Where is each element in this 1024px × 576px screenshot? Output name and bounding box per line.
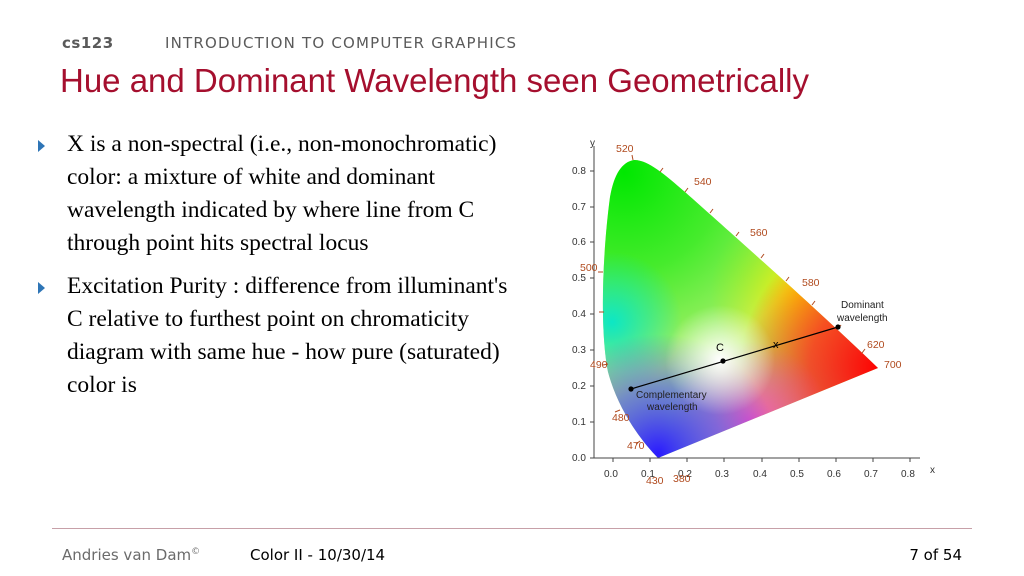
- wavelength-label-620: 620: [867, 339, 885, 351]
- y-axis-label: y: [590, 138, 595, 149]
- complementary-point: [628, 386, 634, 392]
- x-tick-label: 0.7: [864, 469, 878, 480]
- course-title: INTRODUCTION TO COMPUTER GRAPHICS: [165, 34, 518, 52]
- dominant-wavelength-label: wavelength: [836, 313, 888, 324]
- y-tick-label: 0.5: [572, 273, 586, 284]
- y-tick-label: 0.7: [572, 202, 586, 213]
- y-tick-label: 0.6: [572, 237, 586, 248]
- x-tick-label: 0.1: [641, 469, 655, 480]
- footer-divider: [52, 528, 972, 529]
- y-tick-label: 0.0: [572, 453, 586, 464]
- axis-ticks: [590, 170, 911, 462]
- wavelength-label-580: 580: [802, 277, 820, 289]
- bullet-text: X is a non-spectral (i.e., non-monochrom…: [67, 131, 497, 256]
- copyright-mark: ©: [191, 547, 201, 557]
- x-tick-label: 0.5: [790, 469, 804, 480]
- course-code: cs123: [62, 34, 114, 52]
- x-tick-label: 0.8: [901, 469, 915, 480]
- footer-lecture: Color II - 10/30/14: [250, 546, 386, 564]
- y-tick-label: 0.4: [572, 309, 586, 320]
- x-tick-label: 0.6: [827, 469, 841, 480]
- y-tick-label: 0.3: [572, 345, 586, 356]
- wavelength-label-490: 490: [590, 359, 608, 371]
- author-name: Andries van Dam: [62, 546, 192, 564]
- illuminant-c-point: [720, 358, 726, 364]
- slide-title: Hue and Dominant Wavelength seen Geometr…: [60, 62, 809, 99]
- bullet-text: Excitation Purity : difference from illu…: [67, 273, 508, 398]
- wavelength-label-470: 470: [627, 440, 645, 452]
- y-tick-label: 0.8: [572, 166, 586, 177]
- illuminant-c-label: C: [716, 342, 724, 354]
- point-x-label: x: [773, 339, 779, 351]
- footer-author: Andries van Dam©: [62, 546, 200, 564]
- dominant-wavelength-label: Dominant: [841, 300, 884, 311]
- y-tick-label: 0.1: [572, 417, 586, 428]
- x-tick-label: 0.4: [753, 469, 767, 480]
- wavelength-label-520: 520: [616, 143, 634, 155]
- complementary-wavelength-label: Complementary: [636, 390, 707, 401]
- complementary-wavelength-label: wavelength: [646, 402, 698, 413]
- wavelength-label-540: 540: [694, 176, 712, 188]
- spectral-locus-ticks: [598, 154, 866, 445]
- x-axis-label: x: [930, 465, 935, 476]
- wavelength-label-380: 380: [673, 473, 691, 485]
- bullet-arrow-icon: [38, 282, 45, 294]
- color-gamut-region: [602, 160, 879, 458]
- x-tick-label: 0.2: [678, 469, 692, 480]
- axes: [590, 146, 920, 462]
- purity-line: [628, 324, 841, 392]
- bullet-item: X is a non-spectral (i.e., non-monochrom…: [38, 128, 508, 260]
- wavelength-label-560: 560: [750, 227, 768, 239]
- wavelength-label-700: 700: [884, 359, 902, 371]
- bullet-item: Excitation Purity : difference from illu…: [38, 270, 508, 402]
- dominant-point: [835, 324, 841, 330]
- chromaticity-diagram: 0.0 0.1 0.2 0.3 0.4 0.5 0.6 0.7 0.8 x 0.…: [572, 138, 935, 487]
- y-tick-label: 0.2: [572, 381, 586, 392]
- wavelength-label-500: 500: [580, 262, 598, 274]
- bullet-arrow-icon: [38, 140, 45, 152]
- bullet-list: X is a non-spectral (i.e., non-monochrom…: [38, 128, 508, 412]
- wavelength-label-430: 430: [646, 475, 664, 487]
- x-tick-label: 0.3: [715, 469, 729, 480]
- page-number: 7 of 54: [909, 546, 962, 564]
- x-tick-label: 0.0: [604, 469, 618, 480]
- wavelength-label-480: 480: [612, 412, 630, 424]
